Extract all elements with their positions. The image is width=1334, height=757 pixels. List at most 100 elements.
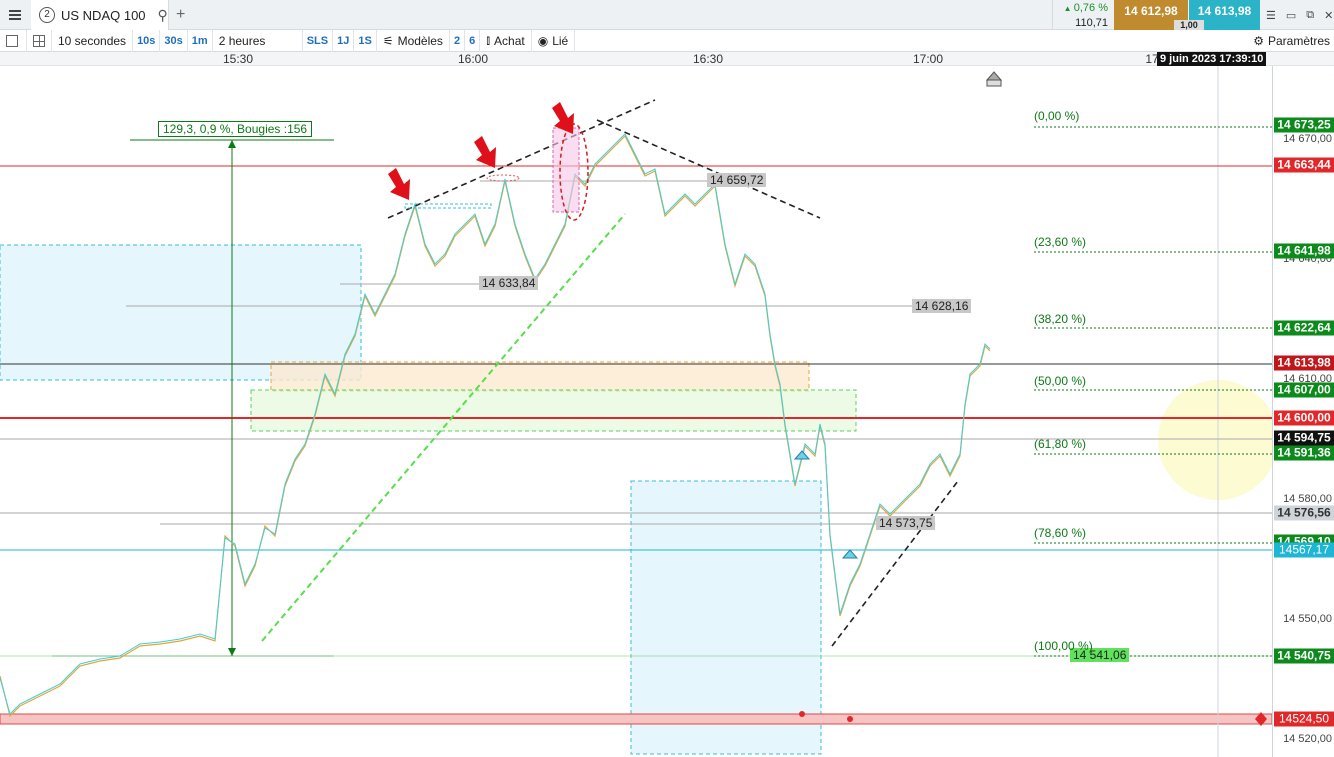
search-icon[interactable]: ⚲	[157, 6, 168, 23]
zone-box-left[interactable]	[0, 244, 362, 381]
price-tick: 14 520,00	[1283, 733, 1332, 745]
alert-marker-1[interactable]	[793, 450, 811, 460]
menu-button[interactable]	[0, 0, 30, 30]
models-label: Modèles	[397, 33, 443, 48]
linked-button[interactable]: ◉ Lié	[532, 29, 576, 52]
fib-label: (78,60 %)	[1034, 526, 1087, 540]
range-sls[interactable]: SLS	[303, 29, 334, 52]
green-zone[interactable]	[250, 389, 857, 432]
models-button[interactable]: ⚟ Modèles	[377, 29, 450, 52]
price-tag-current: 14 613,98	[1274, 355, 1334, 371]
settings-button[interactable]: ⚙ Paramètres	[1253, 34, 1334, 48]
hamburger-icon	[9, 10, 21, 20]
price-tick: 14 580,00	[1283, 493, 1332, 505]
trendline-falling[interactable]	[596, 119, 821, 219]
red-dot-1	[799, 711, 805, 717]
model-2[interactable]: 2	[450, 29, 466, 52]
trendline-rising-top[interactable]	[387, 99, 656, 219]
order-handle-icon[interactable]	[1255, 712, 1267, 726]
tab-instrument[interactable]: 2 US NDAQ 100 ⚲	[31, 0, 169, 30]
trendline-rising-bottom[interactable]	[831, 480, 959, 647]
gear-icon: ⚙	[1253, 33, 1264, 48]
range-select[interactable]: 2 heures	[213, 29, 303, 52]
interval-10s[interactable]: 10s	[133, 29, 161, 52]
interval-select[interactable]: 10 secondes	[52, 29, 134, 52]
price-tag: 14 573,75	[876, 516, 936, 530]
change-absolute: 110,71	[1075, 17, 1108, 29]
price-tag: 14 663,44	[1274, 157, 1334, 173]
red-zone[interactable]	[0, 713, 1272, 725]
layout-button[interactable]	[0, 29, 27, 52]
cursor-highlight	[1158, 380, 1272, 500]
price-tag: 14567,17	[1274, 542, 1334, 558]
chart-drawings	[0, 66, 1272, 757]
time-marker-icon[interactable]	[985, 71, 1003, 81]
add-tab-button[interactable]: +	[176, 6, 186, 23]
instrument-name: US NDAQ 100	[61, 7, 146, 23]
fib-label: (100,00 %)	[1034, 639, 1093, 653]
fib-label: (61,80 %)	[1034, 437, 1087, 451]
grid-button[interactable]	[27, 29, 52, 52]
pink-highlight-box[interactable]	[552, 127, 580, 213]
cursor-date: 9 juin 2023 17:39:10	[1157, 52, 1267, 66]
arrow-marker-2	[474, 136, 496, 168]
range-1s[interactable]: 1S	[354, 29, 377, 52]
range-1j[interactable]: 1J	[333, 29, 355, 52]
arrow-marker-1	[388, 168, 410, 200]
price-tag: 14 673,25	[1274, 117, 1334, 133]
red-dot-2	[847, 716, 853, 722]
spread-value: 1,00	[1174, 20, 1204, 30]
layout-icon	[6, 34, 18, 47]
buy-label: Achat	[494, 33, 525, 48]
buy-button[interactable]: ⫾ Achat	[480, 29, 532, 52]
time-label: 16:00	[457, 52, 489, 66]
price-axis[interactable]: 14 670,00 14 640,00 14 610,00 14 580,00 …	[1272, 66, 1334, 757]
red-arrows	[388, 102, 574, 200]
sell-price-button[interactable]: 14 612,98	[1114, 0, 1188, 30]
change-percent: 0,76 %	[1053, 1, 1108, 16]
price-tick: 14 610,00	[1283, 373, 1332, 385]
price-tick: 14 550,00	[1283, 613, 1332, 625]
minimize-icon[interactable]: ▭	[1285, 9, 1297, 22]
price-tag: 14 628,16	[912, 299, 972, 313]
interval-30s[interactable]: 30s	[160, 29, 188, 52]
small-marker-box[interactable]	[404, 203, 492, 209]
time-label: 16:30	[692, 52, 724, 66]
fib-label: (0,00 %)	[1034, 109, 1080, 123]
measure-label: 129,3, 0,9 %, Bougies :156	[158, 121, 313, 137]
menu-lines-icon[interactable]: ☰	[1266, 9, 1276, 22]
small-ellipse[interactable]	[486, 174, 520, 182]
measure-arrow-down	[228, 648, 236, 656]
trendline-support-green[interactable]	[261, 213, 626, 642]
zone-box-bottom[interactable]	[630, 480, 822, 755]
fib-label: (50,00 %)	[1034, 374, 1087, 388]
price-tag: 14 622,64	[1274, 320, 1334, 336]
close-icon[interactable]: ✕	[1324, 9, 1334, 22]
red-dashed-ellipse[interactable]	[559, 123, 589, 221]
price-tag: 14 576,56	[1274, 505, 1334, 521]
tab-bar: 2 US NDAQ 100 ⚲ + 0,76 % 110,71 14 612,9…	[0, 0, 1334, 30]
settings-label: Paramètres	[1267, 33, 1330, 48]
arrow-marker-3	[552, 102, 574, 134]
time-label: 15:30	[222, 52, 254, 66]
time-marker-base	[986, 79, 1002, 87]
fib-label: (23,60 %)	[1034, 235, 1087, 249]
time-label: 17:00	[912, 52, 944, 66]
linked-label: Lié	[552, 33, 569, 48]
restore-icon[interactable]: ⧉	[1306, 8, 1315, 21]
model-6[interactable]: 6	[465, 29, 481, 52]
price-tag: 14 591,36	[1274, 445, 1334, 461]
price-tick: 14 670,00	[1283, 133, 1332, 145]
price-series	[0, 134, 991, 718]
chart-plot-area[interactable]: 129,3, 0,9 %, Bougies :156 14 659,72 14 …	[0, 66, 1272, 757]
sliders-icon: ⚟	[382, 33, 394, 48]
window-controls: ☰ ▭ ⧉ ✕	[1262, 0, 1334, 30]
price-tag: 14 633,84	[479, 276, 539, 290]
fib-label: (38,20 %)	[1034, 312, 1087, 326]
interval-1m[interactable]: 1m	[188, 29, 213, 52]
orange-zone[interactable]	[270, 361, 810, 392]
quote-change: 0,76 % 110,71	[1052, 0, 1112, 30]
price-tag: 14 641,98	[1274, 243, 1334, 259]
price-tag: 14 600,00	[1274, 410, 1334, 426]
alert-marker-2[interactable]	[841, 549, 859, 559]
